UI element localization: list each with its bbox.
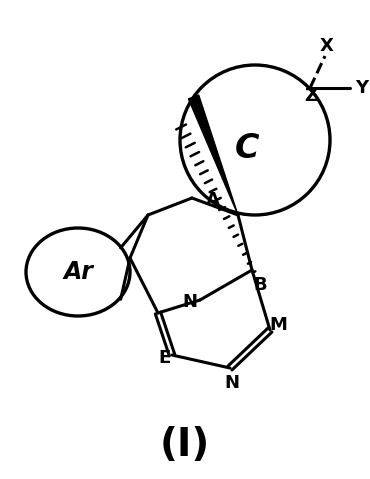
Text: A: A bbox=[206, 191, 220, 209]
Text: (I): (I) bbox=[160, 426, 210, 464]
Text: Ar: Ar bbox=[63, 260, 93, 284]
Text: C: C bbox=[235, 132, 259, 164]
Text: M: M bbox=[269, 316, 287, 334]
Text: Z: Z bbox=[305, 87, 317, 105]
Text: E: E bbox=[158, 349, 170, 367]
Text: B: B bbox=[253, 276, 267, 294]
Text: X: X bbox=[320, 37, 334, 55]
Text: N: N bbox=[182, 293, 198, 311]
Text: Y: Y bbox=[356, 79, 369, 97]
Text: N: N bbox=[225, 374, 239, 392]
Polygon shape bbox=[188, 95, 238, 215]
